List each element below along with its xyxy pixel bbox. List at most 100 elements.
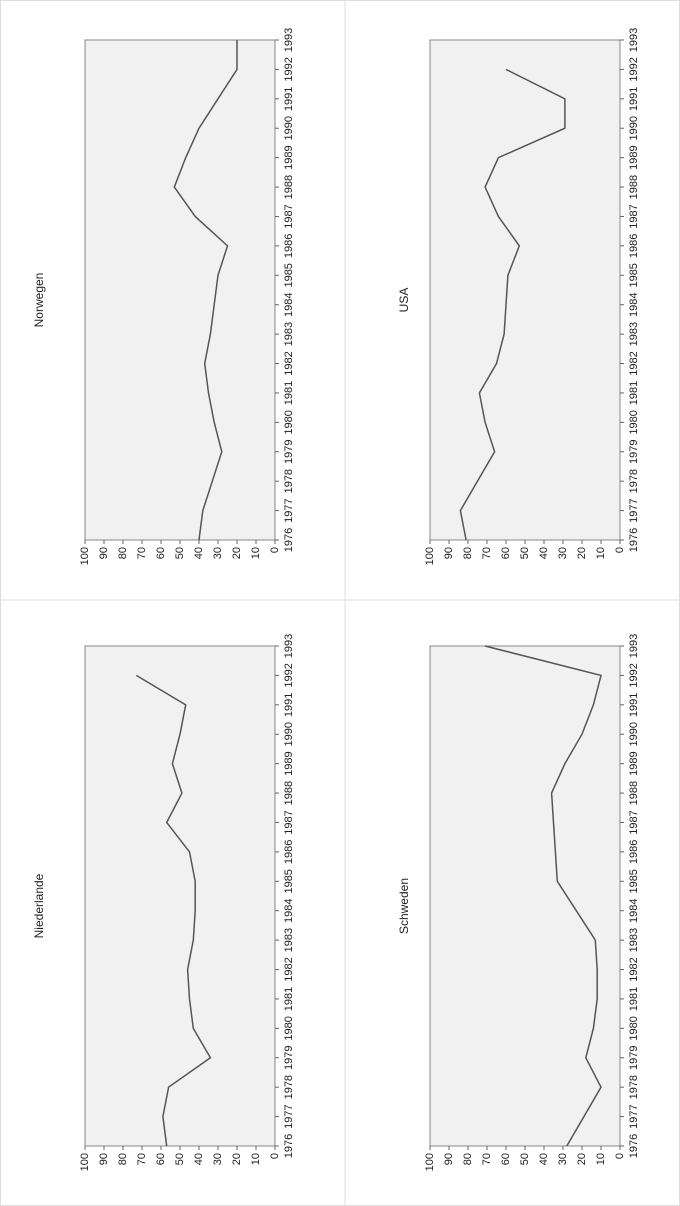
y-tick-label: 30	[212, 547, 224, 559]
x-tick-label: 1993	[283, 634, 295, 658]
x-tick-label: 1988	[628, 175, 640, 199]
x-tick-label: 1984	[283, 292, 295, 316]
x-tick-label: 1980	[283, 410, 295, 434]
chart-panel: Norwegen 0 10 20 30 40 50 60 70 80 90 100 1976 1977 19…	[32, 28, 295, 566]
y-tick-label: 80	[117, 547, 129, 559]
y-tick-label: 0	[614, 547, 626, 553]
x-tick-label: 1981	[283, 381, 295, 405]
chart-panel: Niederlande 0 10 20 30 40 50 60 70 80 90 100 1976 197…	[32, 634, 295, 1172]
y-tick-label: 80	[117, 1153, 129, 1165]
x-tick-label: 1984	[628, 292, 640, 316]
x-tick-label: 1983	[283, 322, 295, 346]
x-tick-label: 1991	[283, 87, 295, 111]
chart-panel: Schweden 0 10 20 30 40 50 60 70 80 90 100 1976 1977 19…	[397, 634, 640, 1172]
y-tick-label: 100	[424, 547, 436, 565]
x-tick-label: 1983	[628, 322, 640, 346]
y-tick-label: 20	[576, 547, 588, 559]
x-tick-label: 1985	[283, 869, 295, 893]
y-tick-label: 70	[481, 1153, 493, 1165]
y-tick-label: 70	[136, 547, 148, 559]
y-tick-label: 30	[557, 1153, 569, 1165]
y-tick-label: 10	[595, 547, 607, 559]
x-tick-label: 1976	[628, 528, 640, 552]
y-tick-label: 80	[462, 547, 474, 559]
x-tick-label: 1993	[628, 28, 640, 52]
chart-title: USA	[397, 288, 411, 313]
x-tick-label: 1976	[283, 528, 295, 552]
x-tick-label: 1993	[628, 634, 640, 658]
y-tick-label: 30	[557, 547, 569, 559]
x-tick-label: 1992	[628, 663, 640, 687]
x-tick-label: 1990	[628, 722, 640, 746]
x-tick-label: 1992	[628, 57, 640, 81]
y-tick-label: 90	[98, 547, 110, 559]
x-tick-label: 1981	[283, 987, 295, 1011]
chart-title: Schweden	[397, 878, 411, 934]
x-tick-label: 1976	[283, 1134, 295, 1158]
y-tick-label: 20	[231, 547, 243, 559]
x-tick-label: 1992	[283, 57, 295, 81]
x-tick-label: 1988	[283, 781, 295, 805]
x-tick-label: 1987	[283, 204, 295, 228]
x-tick-label: 1993	[283, 28, 295, 52]
y-tick-label: 60	[155, 547, 167, 559]
x-tick-label: 1980	[283, 1016, 295, 1040]
y-tick-label: 60	[155, 1153, 167, 1165]
x-tick-label: 1991	[628, 693, 640, 717]
y-tick-label: 90	[98, 1153, 110, 1165]
x-tick-label: 1980	[628, 1016, 640, 1040]
plot-area	[84, 645, 276, 1147]
x-tick-label: 1989	[283, 751, 295, 775]
y-tick-label: 100	[424, 1153, 436, 1171]
chart-title: Norwegen	[32, 273, 46, 328]
y-tick-label: 90	[443, 1153, 455, 1165]
x-tick-label: 1989	[628, 751, 640, 775]
y-tick-label: 50	[519, 1153, 531, 1165]
x-tick-label: 1991	[628, 87, 640, 111]
x-tick-label: 1987	[283, 810, 295, 834]
x-tick-label: 1992	[283, 663, 295, 687]
x-tick-label: 1977	[283, 1104, 295, 1128]
y-tick-label: 20	[231, 1153, 243, 1165]
y-tick-label: 40	[193, 547, 205, 559]
chart-panel: USA 0 10 20 30 40 50 60 70 80 90 100 1976 1977 1978 197…	[397, 28, 640, 566]
x-tick-label: 1979	[283, 440, 295, 464]
y-tick-label: 70	[481, 547, 493, 559]
x-tick-label: 1985	[628, 263, 640, 287]
y-tick-label: 90	[443, 547, 455, 559]
plot-area	[429, 645, 621, 1147]
x-tick-label: 1984	[283, 898, 295, 922]
x-tick-label: 1987	[628, 204, 640, 228]
y-tick-label: 70	[136, 1153, 148, 1165]
y-tick-label: 0	[269, 547, 281, 553]
x-tick-label: 1978	[283, 1075, 295, 1099]
y-tick-label: 50	[174, 547, 186, 559]
y-tick-label: 40	[538, 547, 550, 559]
x-tick-label: 1981	[628, 381, 640, 405]
x-tick-label: 1990	[283, 116, 295, 140]
x-tick-label: 1982	[283, 957, 295, 981]
x-tick-label: 1990	[283, 722, 295, 746]
x-tick-label: 1986	[283, 234, 295, 258]
y-tick-label: 80	[462, 1153, 474, 1165]
y-tick-label: 50	[519, 547, 531, 559]
x-tick-label: 1977	[283, 498, 295, 522]
x-tick-label: 1986	[628, 234, 640, 258]
x-tick-label: 1985	[628, 869, 640, 893]
x-tick-label: 1988	[628, 781, 640, 805]
x-tick-label: 1986	[283, 840, 295, 864]
x-tick-label: 1983	[628, 928, 640, 952]
x-tick-label: 1991	[283, 693, 295, 717]
x-tick-label: 1988	[283, 175, 295, 199]
x-tick-label: 1982	[283, 351, 295, 375]
y-tick-label: 20	[576, 1153, 588, 1165]
y-tick-label: 0	[269, 1153, 281, 1159]
x-tick-label: 1986	[628, 840, 640, 864]
x-tick-label: 1977	[628, 498, 640, 522]
plot-area	[429, 39, 621, 541]
y-tick-label: 50	[174, 1153, 186, 1165]
y-tick-label: 10	[595, 1153, 607, 1165]
y-tick-label: 60	[500, 1153, 512, 1165]
x-tick-label: 1982	[628, 351, 640, 375]
